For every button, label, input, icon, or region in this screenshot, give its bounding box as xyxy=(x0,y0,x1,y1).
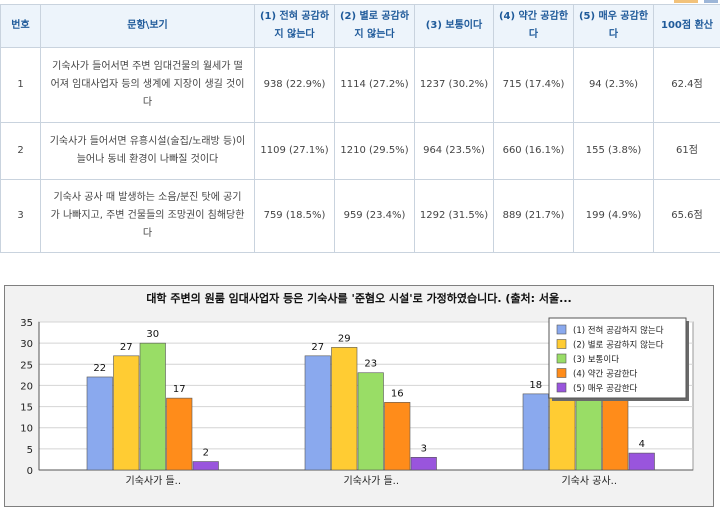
header-number: 번호 xyxy=(0,4,41,48)
x-tick-label: 기숙사 공사.. xyxy=(561,475,617,487)
table-row: 1 기숙사가 들어서면 주변 임대건물의 월세가 떨어져 임대사업자 등의 생계… xyxy=(0,47,720,123)
row-question: 기숙사 공사 때 발생하는 소음/분진 탓에 공기가 나빠지고, 주변 건물들의… xyxy=(40,179,255,253)
row-option-1: 938 (22.9%) xyxy=(254,47,335,123)
data-label: 2 xyxy=(203,448,209,459)
legend-swatch xyxy=(556,324,567,335)
bar xyxy=(166,397,193,471)
header-score: 100점 환산 xyxy=(653,4,720,48)
row-option-2: 959 (23.4%) xyxy=(334,179,415,253)
y-tick-label: 10 xyxy=(20,424,33,435)
data-label: 22 xyxy=(93,363,106,374)
header-option-4: (4) 약간 공감한다 xyxy=(493,4,574,48)
data-label: 3 xyxy=(421,443,427,454)
y-tick-label: 5 xyxy=(27,445,33,456)
legend-swatch xyxy=(556,353,567,364)
data-label: 29 xyxy=(338,333,351,344)
data-label: 17 xyxy=(173,384,186,395)
bar xyxy=(331,347,358,471)
bar xyxy=(86,376,113,471)
bar xyxy=(304,355,331,471)
bar xyxy=(384,402,411,471)
data-label: 23 xyxy=(364,359,377,370)
data-label: 16 xyxy=(391,388,404,399)
row-option-3: 964 (23.5%) xyxy=(414,122,494,180)
chart-panel: 대학 주변의 원룸 임대사업자 등은 기숙사를 '준혐오 시설'로 가정하였습니… xyxy=(4,285,714,507)
bar xyxy=(113,355,140,471)
row-option-4: 660 (16.1%) xyxy=(493,122,574,180)
row-option-4: 889 (21.7%) xyxy=(493,179,574,253)
legend-label: (5) 매우 공감한다 xyxy=(573,383,638,394)
row-option-5: 94 (2.3%) xyxy=(573,47,654,123)
bar xyxy=(139,342,166,471)
bar xyxy=(357,372,384,471)
row-option-4: 715 (17.4%) xyxy=(493,47,574,123)
row-number: 1 xyxy=(0,47,41,123)
survey-results-table: 번호 문항\보기 (1) 전혀 공감하지 않는다 (2) 별로 공감하지 않는다… xyxy=(0,4,720,253)
y-tick-label: 25 xyxy=(20,360,33,371)
row-option-2: 1210 (29.5%) xyxy=(334,122,415,180)
y-tick-label: 15 xyxy=(20,403,33,414)
legend-swatch xyxy=(556,382,567,393)
header-fragment-orange xyxy=(674,0,698,3)
x-tick-label: 기숙사가 들.. xyxy=(343,475,399,487)
data-label: 4 xyxy=(639,439,645,450)
data-label: 27 xyxy=(311,342,324,353)
bar xyxy=(410,457,437,471)
table-row: 2 기숙사가 들어서면 유흥시설(술집/노래방 등)이 늘어나 동네 환경이 나… xyxy=(0,122,720,180)
row-option-5: 155 (3.8%) xyxy=(573,122,654,180)
data-label: 30 xyxy=(146,329,159,340)
legend-label: (3) 보통이다 xyxy=(573,354,619,365)
row-score: 65.6점 xyxy=(653,179,720,253)
x-tick-label: 기숙사가 들.. xyxy=(125,475,181,487)
legend-swatch xyxy=(556,368,567,378)
header-option-5: (5) 매우 공감한다 xyxy=(573,4,654,48)
row-option-3: 1237 (30.2%) xyxy=(414,47,494,123)
row-score: 62.4점 xyxy=(653,47,720,123)
row-number: 2 xyxy=(0,122,41,180)
bar-chart: 대학 주변의 원룸 임대사업자 등은 기숙사를 '준혐오 시설'로 가정하였습니… xyxy=(20,291,694,487)
header-fragment-blue xyxy=(704,0,718,3)
bar xyxy=(192,461,219,471)
row-option-2: 1114 (27.2%) xyxy=(334,47,415,123)
row-question: 기숙사가 들어서면 주변 임대건물의 월세가 떨어져 임대사업자 등의 생계에 … xyxy=(40,47,255,123)
data-label: 27 xyxy=(120,342,133,353)
row-number: 3 xyxy=(0,179,41,253)
row-question: 기숙사가 들어서면 유흥시설(술집/노래방 등)이 늘어나 동네 환경이 나빠질… xyxy=(40,122,255,180)
header-option-2: (2) 별로 공감하지 않는다 xyxy=(334,4,415,48)
legend-label: (4) 약간 공감한다 xyxy=(573,369,638,380)
header-question: 문항\보기 xyxy=(40,4,255,48)
y-tick-label: 0 xyxy=(27,466,33,477)
header-option-3: (3) 보통이다 xyxy=(414,4,494,48)
row-option-3: 1292 (31.5%) xyxy=(414,179,494,253)
row-option-1: 1109 (27.1%) xyxy=(254,122,335,180)
y-tick-label: 30 xyxy=(20,339,33,350)
bar xyxy=(628,452,655,471)
legend-swatch xyxy=(556,339,567,349)
y-tick-label: 35 xyxy=(20,318,33,329)
legend-label: (1) 전혀 공감하지 않는다 xyxy=(573,325,664,336)
row-option-1: 759 (18.5%) xyxy=(254,179,335,253)
table-row: 3 기숙사 공사 때 발생하는 소음/분진 탓에 공기가 나빠지고, 주변 건물… xyxy=(0,179,720,253)
data-label: 18 xyxy=(529,380,542,391)
table-header-row: 번호 문항\보기 (1) 전혀 공감하지 않는다 (2) 별로 공감하지 않는다… xyxy=(0,4,720,48)
page-top-fragment xyxy=(0,0,720,4)
chart-title: 대학 주변의 원룸 임대사업자 등은 기숙사를 '준혐오 시설'로 가정하였습니… xyxy=(146,291,571,305)
row-score: 61점 xyxy=(653,122,720,180)
row-option-5: 199 (4.9%) xyxy=(573,179,654,253)
legend xyxy=(548,317,687,399)
legend-label: (2) 별로 공감하지 않는다 xyxy=(573,340,664,351)
bar xyxy=(522,393,549,471)
header-option-1: (1) 전혀 공감하지 않는다 xyxy=(254,4,335,48)
y-tick-label: 20 xyxy=(20,381,33,392)
